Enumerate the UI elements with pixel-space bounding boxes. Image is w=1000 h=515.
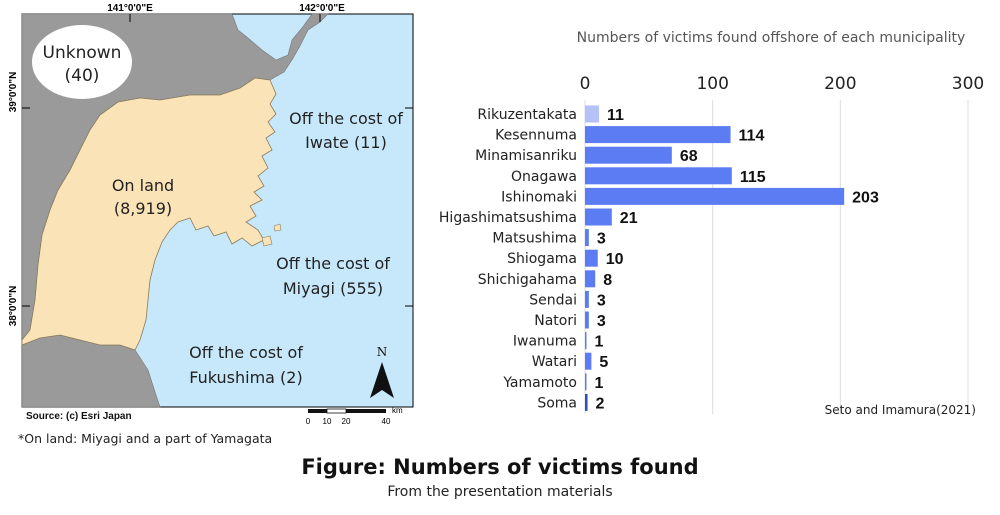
value-label: 114 — [739, 128, 765, 145]
category-label: Ishinomaki — [501, 189, 577, 205]
x-tick-label: 100 — [696, 74, 728, 94]
bar — [585, 167, 732, 185]
category-label: Sendai — [529, 292, 577, 308]
scale-tick-40: 40 — [382, 417, 391, 426]
scale-unit: km — [392, 406, 403, 415]
unknown-ellipse — [32, 25, 132, 99]
category-label: Yamamoto — [502, 375, 577, 391]
scale-bar: 0 10 20 40 km — [306, 406, 403, 426]
bar — [585, 105, 600, 123]
unknown-label: Unknown — [43, 43, 122, 63]
lon-label-141: 141°0'0"E — [107, 3, 153, 14]
bar — [585, 229, 589, 247]
bar — [585, 393, 588, 411]
category-label: Shichigahama — [478, 272, 577, 288]
category-label: Rikuzentakata — [477, 107, 577, 123]
bar — [585, 208, 612, 226]
on-land-label: On land — [112, 176, 174, 195]
bar — [585, 126, 731, 144]
miyagi-label-line1: Off the cost of — [276, 254, 390, 273]
category-label: Minamisanriku — [475, 148, 577, 164]
value-label: 1 — [595, 375, 604, 392]
on-land-count: (8,919) — [114, 199, 172, 218]
bar — [585, 332, 587, 350]
north-arrow-icon — [370, 362, 394, 398]
scale-tick-10: 10 — [323, 417, 332, 426]
tick-layer: 0 100 200 300 — [580, 74, 985, 94]
map-source: Source: (c) Esri Japan — [26, 411, 132, 422]
value-label: 2 — [596, 395, 605, 412]
island-1 — [261, 235, 273, 247]
x-tick-label: 300 — [952, 74, 984, 94]
category-label: Onagawa — [511, 169, 577, 185]
bar-layer — [585, 105, 845, 411]
bar — [585, 146, 672, 164]
scale-tick-0: 0 — [306, 417, 311, 426]
bar — [585, 311, 589, 329]
figure-title: Figure: Numbers of victims found — [301, 455, 699, 479]
island-2 — [273, 223, 282, 232]
bar-chart: Numbers of victims found offshore of eac… — [439, 30, 985, 417]
value-label: 3 — [597, 292, 606, 309]
north-label: N — [377, 345, 388, 359]
iwate-label-line2: Iwate (11) — [305, 133, 387, 152]
category-label: Higashimatsushima — [439, 210, 577, 226]
chart-title: Numbers of victims found offshore of eac… — [577, 30, 966, 46]
category-label: Shiogama — [507, 251, 577, 267]
lat-label-38: 38°0'0"N — [8, 286, 19, 327]
unknown-count: (40) — [65, 66, 100, 86]
value-label: 1 — [595, 334, 604, 351]
category-labels: Rikuzentakata Kesennuma Minamisanriku Onaga… — [439, 107, 577, 411]
iwate-label-line1: Off the cost of — [289, 109, 403, 128]
map-panel: 141°0'0"E 142°0'0"E 39°0'0"N 38°0'0"N Un… — [8, 3, 414, 426]
category-label: Matsushima — [492, 231, 577, 247]
value-label: 3 — [597, 313, 606, 330]
value-label: 68 — [680, 148, 698, 165]
value-label: 3 — [597, 231, 606, 248]
category-label: Kesennuma — [495, 128, 577, 144]
fukushima-label-line2: Fukushima (2) — [189, 368, 302, 387]
figure-subtitle: From the presentation materials — [387, 484, 613, 500]
value-label: 203 — [852, 189, 879, 206]
land-miyagi — [21, 77, 277, 351]
footnote: *On land: Miyagi and a part of Yamagata — [18, 431, 273, 446]
bar — [585, 249, 598, 267]
value-label: 8 — [603, 272, 612, 289]
value-label: 21 — [620, 210, 638, 227]
chart-credit: Seto and Imamura(2021) — [825, 403, 976, 417]
category-label: Natori — [534, 313, 577, 329]
bar — [585, 270, 596, 288]
lon-label-142: 142°0'0"E — [299, 3, 345, 14]
x-tick-label: 0 — [580, 74, 591, 94]
value-label: 115 — [740, 169, 766, 186]
bar — [585, 352, 592, 370]
bar — [585, 187, 845, 205]
bar — [585, 290, 589, 308]
fukushima-label-line1: Off the cost of — [189, 343, 303, 362]
scale-tick-20: 20 — [342, 417, 351, 426]
lat-label-39: 39°0'0"N — [8, 72, 19, 113]
category-label: Watari — [532, 354, 577, 370]
bar — [585, 373, 587, 391]
value-label: 5 — [599, 354, 608, 371]
value-label: 11 — [607, 107, 624, 124]
category-label: Iwanuma — [513, 334, 577, 350]
category-label: Soma — [537, 395, 577, 411]
x-tick-label: 200 — [824, 74, 856, 94]
miyagi-label-line2: Miyagi (555) — [283, 279, 383, 298]
value-label: 10 — [606, 251, 624, 268]
